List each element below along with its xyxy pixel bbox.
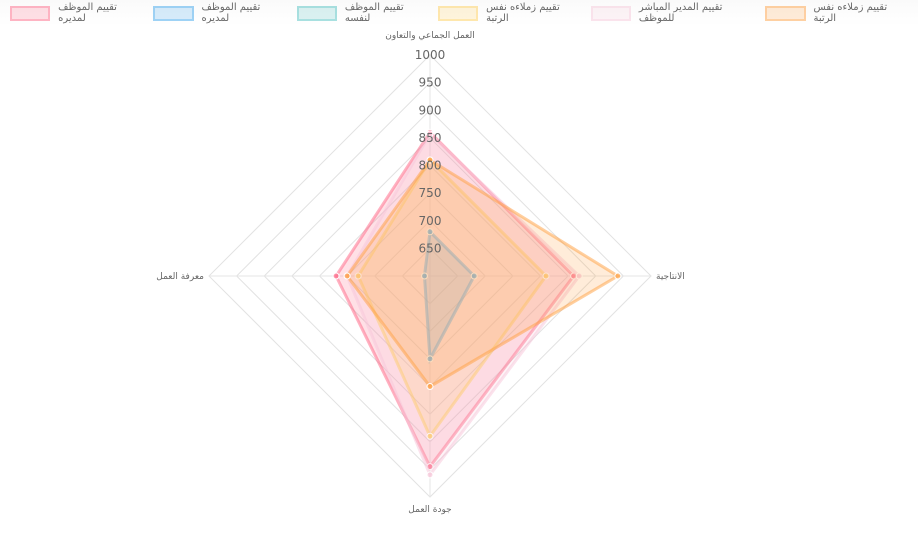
legend-item[interactable]: تقييم زملاءه نفس الرتبة [765,2,908,24]
legend-item[interactable]: تقييم الموظف لنفسه [296,2,428,24]
data-point [426,471,434,479]
legend-label: تقييم المدير المباشر للموظف [638,2,723,24]
data-point [426,383,434,390]
legend-label: تقييم الموظف لنفسه [344,2,404,24]
axis-label: العمل الجماعي والتعاون [385,31,475,41]
data-point [575,272,583,280]
data-point [470,272,478,280]
legend-label: تقييم الموظف لمديره [201,2,261,24]
tick-label: 900 [419,103,442,117]
legend-label: تقييم زملاءه نفس الرتبة [813,2,888,24]
data-point [614,272,622,280]
data-point [426,228,434,236]
axis-label: الانتاجية [656,272,685,282]
tick-label: 650 [419,241,442,255]
data-point [542,272,550,280]
legend-item[interactable]: تقييم الموظف لمديره [153,2,286,24]
data-point [426,156,434,164]
legend-swatch [296,5,337,21]
data-point [343,272,351,280]
data-point [426,432,434,440]
legend-swatch [590,5,631,21]
tick-label: 1000 [415,48,446,62]
legend-label: تقييم الموظف لمديره [58,2,117,24]
tick-label: 750 [419,186,442,200]
data-point [354,272,362,280]
legend-swatch [765,5,806,21]
legend-item[interactable]: تقييم المدير المباشر للموظف [590,2,756,24]
axis-label: جودة العمل [408,505,451,515]
tick-label: 800 [419,159,442,173]
data-point [420,272,428,280]
legend-item[interactable]: تقييم زملاءه نفس الرتبة [438,2,581,24]
legend-swatch [153,5,194,21]
legend-swatch [10,5,51,21]
data-point [426,130,434,138]
legend-swatch [438,5,479,21]
tick-label: 950 [419,76,442,90]
tick-label: 850 [419,131,442,145]
legend-label: تقييم زملاءه نفس الرتبة [486,2,560,24]
legend: تقييم الموظف لمديره تقييم الموظف لمديره تق… [0,0,918,26]
data-point [426,355,434,363]
axis-label: معرفة العمل [156,272,204,282]
data-point [332,272,340,280]
legend-item[interactable]: تقييم الموظف لمديره [10,2,143,24]
tick-label: 700 [419,214,442,228]
